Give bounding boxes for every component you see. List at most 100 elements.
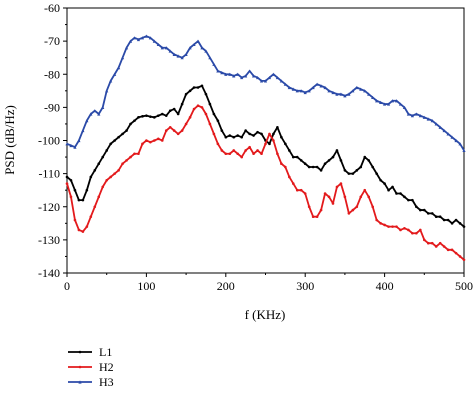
data-point <box>212 112 216 116</box>
data-point <box>101 155 105 159</box>
data-point <box>153 116 156 119</box>
data-point <box>97 162 101 165</box>
data-point <box>355 205 359 209</box>
data-point <box>85 188 89 192</box>
data-point <box>268 132 271 136</box>
data-point <box>77 228 81 232</box>
data-point <box>109 79 113 83</box>
data-point <box>212 62 216 66</box>
y-axis: -140 -130 -120 -110 -100 -90 -80 -70 -60 <box>38 1 67 280</box>
data-point <box>450 222 454 225</box>
x-tick-label: 200 <box>217 279 235 293</box>
data-point <box>244 74 248 78</box>
data-point <box>339 92 343 96</box>
data-point <box>291 87 295 91</box>
data-point <box>156 42 160 47</box>
data-point <box>256 149 259 152</box>
data-point <box>390 99 395 103</box>
data-point <box>303 162 307 165</box>
data-point <box>176 112 180 116</box>
data-point <box>434 215 438 218</box>
data-point <box>160 139 164 142</box>
data-point <box>224 152 228 156</box>
data-point <box>129 155 132 159</box>
data-point <box>279 79 283 83</box>
data-point <box>379 178 382 182</box>
data-point <box>415 231 418 235</box>
y-tick-label: -70 <box>44 34 60 48</box>
legend-label: L1 <box>99 345 112 359</box>
data-point <box>442 245 446 248</box>
data-point <box>208 122 212 126</box>
data-point <box>160 112 164 116</box>
data-point <box>430 241 434 245</box>
data-point <box>77 198 81 202</box>
data-point <box>216 69 220 73</box>
data-point <box>184 122 188 126</box>
data-point <box>415 205 418 209</box>
data-point <box>244 149 247 152</box>
data-point <box>462 258 466 262</box>
data-point <box>391 225 394 228</box>
data-point <box>299 188 303 192</box>
data-point <box>129 122 132 126</box>
data-point <box>141 115 144 118</box>
data-point <box>200 46 204 50</box>
data-point <box>272 139 275 142</box>
data-point <box>164 129 168 132</box>
data-point <box>434 245 438 248</box>
y-axis-title: PSD (dB/Hz) <box>2 105 17 175</box>
data-point <box>462 225 466 228</box>
data-point <box>339 182 343 185</box>
data-point <box>97 112 101 116</box>
data-point <box>307 165 311 169</box>
data-point <box>224 72 228 76</box>
data-point <box>105 89 109 93</box>
data-point <box>180 102 184 106</box>
data-point <box>379 100 383 105</box>
data-point <box>105 178 108 182</box>
data-point <box>458 142 462 146</box>
data-point <box>157 137 160 141</box>
data-point <box>398 102 403 106</box>
data-point <box>93 205 97 209</box>
data-point <box>307 205 311 209</box>
series-lines <box>65 34 466 262</box>
data-point <box>303 90 307 95</box>
data-point <box>220 149 224 152</box>
data-point <box>232 135 236 139</box>
data-point <box>81 128 85 133</box>
data-point <box>450 248 454 252</box>
data-point <box>351 172 355 175</box>
data-point <box>375 99 379 103</box>
data-point <box>407 198 410 202</box>
data-point <box>172 52 176 56</box>
data-point <box>458 255 462 258</box>
legend-item-l1: L1 <box>68 345 112 359</box>
legend-label: H3 <box>99 375 114 389</box>
data-point <box>164 46 168 50</box>
data-point <box>339 159 343 162</box>
series-line <box>66 35 465 151</box>
data-point <box>275 75 280 80</box>
data-point <box>430 119 434 123</box>
data-point <box>109 142 112 146</box>
data-point <box>426 241 430 245</box>
data-point <box>73 218 77 222</box>
data-point <box>101 105 105 109</box>
data-point <box>267 75 272 80</box>
data-point <box>335 185 339 189</box>
legend-marker <box>78 350 82 354</box>
data-point <box>77 138 81 143</box>
data-point <box>164 114 168 117</box>
legend-marker <box>78 380 82 384</box>
data-point <box>263 79 268 83</box>
data-point <box>387 188 390 192</box>
data-point <box>212 132 216 136</box>
data-point <box>208 102 212 106</box>
data-point <box>426 117 430 121</box>
data-point <box>284 142 287 146</box>
data-point <box>144 34 148 38</box>
data-point <box>176 54 180 58</box>
